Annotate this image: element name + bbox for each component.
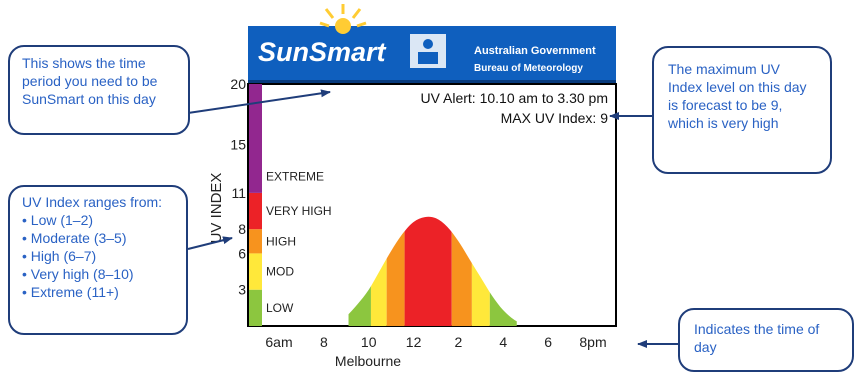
- uv-range-extreme: • Extreme (11+): [22, 284, 119, 300]
- coat-of-arms-icon: [410, 34, 446, 68]
- category-label-mod: MOD: [266, 265, 294, 279]
- header-banner: SunSmart Australian Government Bureau of…: [248, 4, 616, 84]
- x-tick-8pm: 8pm: [579, 334, 606, 350]
- category-label-extreme: EXTREME: [266, 170, 324, 184]
- callout-max-level: The maximum UV Index level on this day i…: [652, 46, 832, 174]
- uv-range-moderate: • Moderate (3–5): [22, 230, 127, 246]
- y-axis-ticks: 3 6 8 11 15 20: [230, 76, 246, 298]
- x-tick-6am: 6am: [265, 334, 292, 350]
- uv-ranges-list: • Low (1–2) • Moderate (3–5) • High (6–7…: [22, 211, 174, 301]
- scale-segment-low: [249, 289, 262, 326]
- category-label-very-high: VERY HIGH: [266, 204, 332, 218]
- x-tick-4: 4: [499, 334, 507, 350]
- x-tick-12: 12: [406, 334, 422, 350]
- x-axis-label: Melbourne: [335, 353, 401, 369]
- uv-category-labels: LOW MOD HIGH VERY HIGH EXTREME: [266, 170, 332, 315]
- y-tick-15: 15: [230, 137, 246, 153]
- x-tick-2: 2: [455, 334, 463, 350]
- callout-max-level-text: The maximum UV Index level on this day i…: [668, 61, 807, 131]
- callout-time-of-day-text: Indicates the time of day: [694, 321, 820, 355]
- uv-alert-text: UV Alert: 10.10 am to 3.30 pm: [420, 90, 608, 106]
- arrow-to-scale: [187, 236, 233, 250]
- uv-scale-bar: [249, 84, 262, 326]
- uv-ranges-title: UV Index ranges from:: [22, 194, 163, 210]
- uv-range-very-high: • Very high (8–10): [22, 266, 134, 282]
- category-label-low: LOW: [266, 301, 294, 315]
- max-uv-text: MAX UV Index: 9: [501, 110, 609, 126]
- uv-range-low: • Low (1–2): [22, 212, 94, 228]
- government-line-2: Bureau of Meteorology: [474, 63, 583, 74]
- scale-segment-mod: [249, 253, 262, 290]
- x-tick-6: 6: [544, 334, 552, 350]
- scale-segment-very-high: [249, 192, 262, 230]
- scale-segment-high: [249, 229, 262, 254]
- sunsmart-logo: SunSmart: [258, 37, 387, 67]
- y-tick-11: 11: [231, 185, 246, 201]
- callout-time-of-day: Indicates the time of day: [678, 308, 854, 372]
- callout-time-period: This shows the time period you need to b…: [8, 45, 190, 135]
- arrow-to-uv-alert: [187, 89, 331, 114]
- scale-segment-extreme: [249, 84, 262, 193]
- callout-uv-ranges: UV Index ranges from: • Low (1–2) • Mode…: [8, 185, 188, 335]
- x-axis-ticks: 6am 8 10 12 2 4 6 8pm: [265, 334, 606, 350]
- category-label-high: HIGH: [266, 234, 296, 248]
- curve-band-4: [404, 216, 452, 326]
- y-tick-3: 3: [238, 282, 246, 298]
- sun-icon: [319, 4, 367, 34]
- x-tick-8: 8: [320, 334, 328, 350]
- y-tick-8: 8: [238, 221, 246, 237]
- y-tick-6: 6: [238, 245, 246, 261]
- government-line-1: Australian Government: [474, 45, 596, 57]
- callout-time-period-text: This shows the time period you need to b…: [22, 55, 158, 107]
- y-tick-20: 20: [230, 76, 246, 92]
- x-tick-10: 10: [361, 334, 377, 350]
- y-axis-label: UV INDEX: [208, 173, 225, 244]
- uv-range-high: • High (6–7): [22, 248, 97, 264]
- header-bottom-stripe: [248, 80, 616, 84]
